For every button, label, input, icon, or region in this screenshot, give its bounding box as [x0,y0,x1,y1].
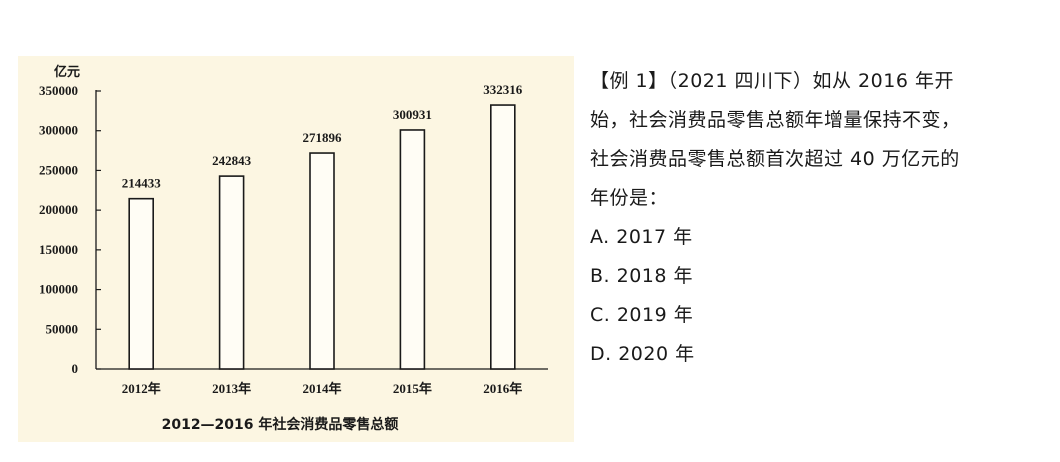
question-line-2: 始，社会消费品零售总额年增量保持不变， [590,109,961,131]
y-tick-label: 100000 [39,282,78,297]
option-b: B. 2018 年 [590,265,694,287]
bar-value-label: 332316 [483,82,523,97]
chart-panel: 亿元 0 50000 100000 150000 200000 250000 300000 3… [18,56,574,442]
option-a: A. 2017 年 [590,226,693,248]
y-tick-label: 50000 [46,321,79,336]
question-line-1: 【例 1】（2021 四川下）如从 2016 年开 [590,70,954,92]
y-tick-label: 0 [72,361,79,376]
question-line-4: 年份是： [590,187,669,209]
chart-title: 2012—2016 年社会消费品零售总额 [162,416,399,433]
y-tick-label: 200000 [39,202,78,217]
bar [309,152,335,370]
bar-value-label: 214433 [122,176,162,191]
x-tick-label: 2015年 [393,381,432,396]
x-tick-label: 2012年 [122,381,161,396]
y-tick-label: 150000 [39,242,78,257]
y-unit-label: 亿元 [54,64,80,79]
bar [218,175,245,370]
x-tick-label: 2013年 [212,381,251,396]
bar-value-label: 271896 [303,130,343,145]
y-tick-label: 350000 [39,83,78,98]
bar-value-label: 300931 [393,107,432,122]
bar [128,197,154,370]
question-block: 【例 1】（2021 四川下）如从 2016 年开 始，社会消费品零售总额年增量… [590,62,1050,374]
y-tick-label: 250000 [39,162,78,177]
bar-value-label: 242843 [212,153,252,168]
y-tick-label: 300000 [39,123,78,138]
x-tick-label: 2016年 [483,381,522,396]
bar-chart: 亿元 0 50000 100000 150000 200000 250000 300000 3… [39,64,548,433]
question-line-3: 社会消费品零售总额首次超过 40 万亿元的 [590,148,960,170]
bar [489,104,516,370]
option-c: C. 2019 年 [590,304,694,326]
chart-axes: 0 50000 100000 150000 200000 250000 300000 3500… [39,83,548,376]
bar [399,129,426,370]
option-d: D. 2020 年 [590,343,695,365]
chart-bars: 214433 2012年 242843 2013年 271896 2014年 300931 2… [122,82,523,396]
x-tick-label: 2014年 [302,381,341,396]
